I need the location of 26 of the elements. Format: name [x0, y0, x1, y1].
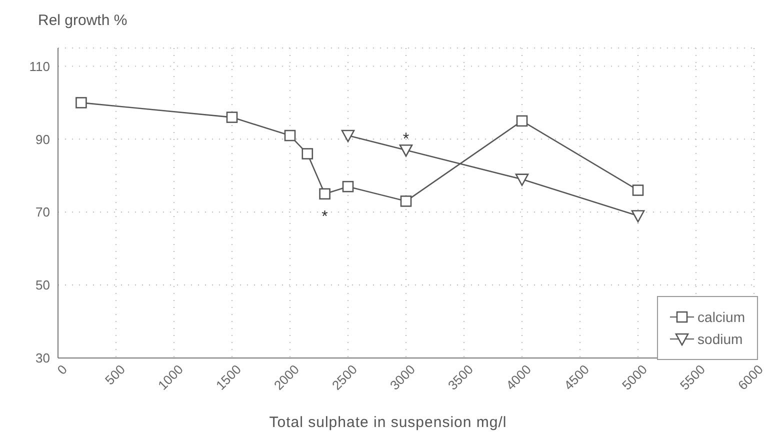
- x-tick-label: 0: [54, 362, 70, 378]
- point: [341, 130, 355, 142]
- y-tick-label: 90: [36, 132, 50, 147]
- point: [342, 180, 354, 192]
- annotation: *: [322, 208, 328, 226]
- y-axis-title: Rel growth %: [38, 12, 128, 29]
- point: [284, 130, 296, 142]
- point: [302, 148, 314, 160]
- point: [631, 210, 645, 222]
- legend-label: calcium: [698, 309, 745, 325]
- point: [319, 188, 330, 200]
- y-tick-label: 50: [36, 278, 50, 293]
- legend-label: sodium: [698, 331, 743, 347]
- y-tick-label: 30: [36, 350, 50, 366]
- y-tick-label: 70: [36, 204, 50, 220]
- point: [76, 97, 87, 108]
- annotation: *: [402, 130, 410, 148]
- point: [226, 112, 238, 123]
- y-tick-label: 110: [29, 58, 50, 74]
- x-tick-label: 500: [102, 362, 128, 388]
- point: [400, 196, 412, 207]
- point: [632, 184, 644, 196]
- point: [515, 174, 529, 186]
- x-axis-title: Total sulphate in suspension mg/l: [268, 414, 508, 431]
- point: [516, 115, 528, 127]
- point: [399, 144, 413, 157]
